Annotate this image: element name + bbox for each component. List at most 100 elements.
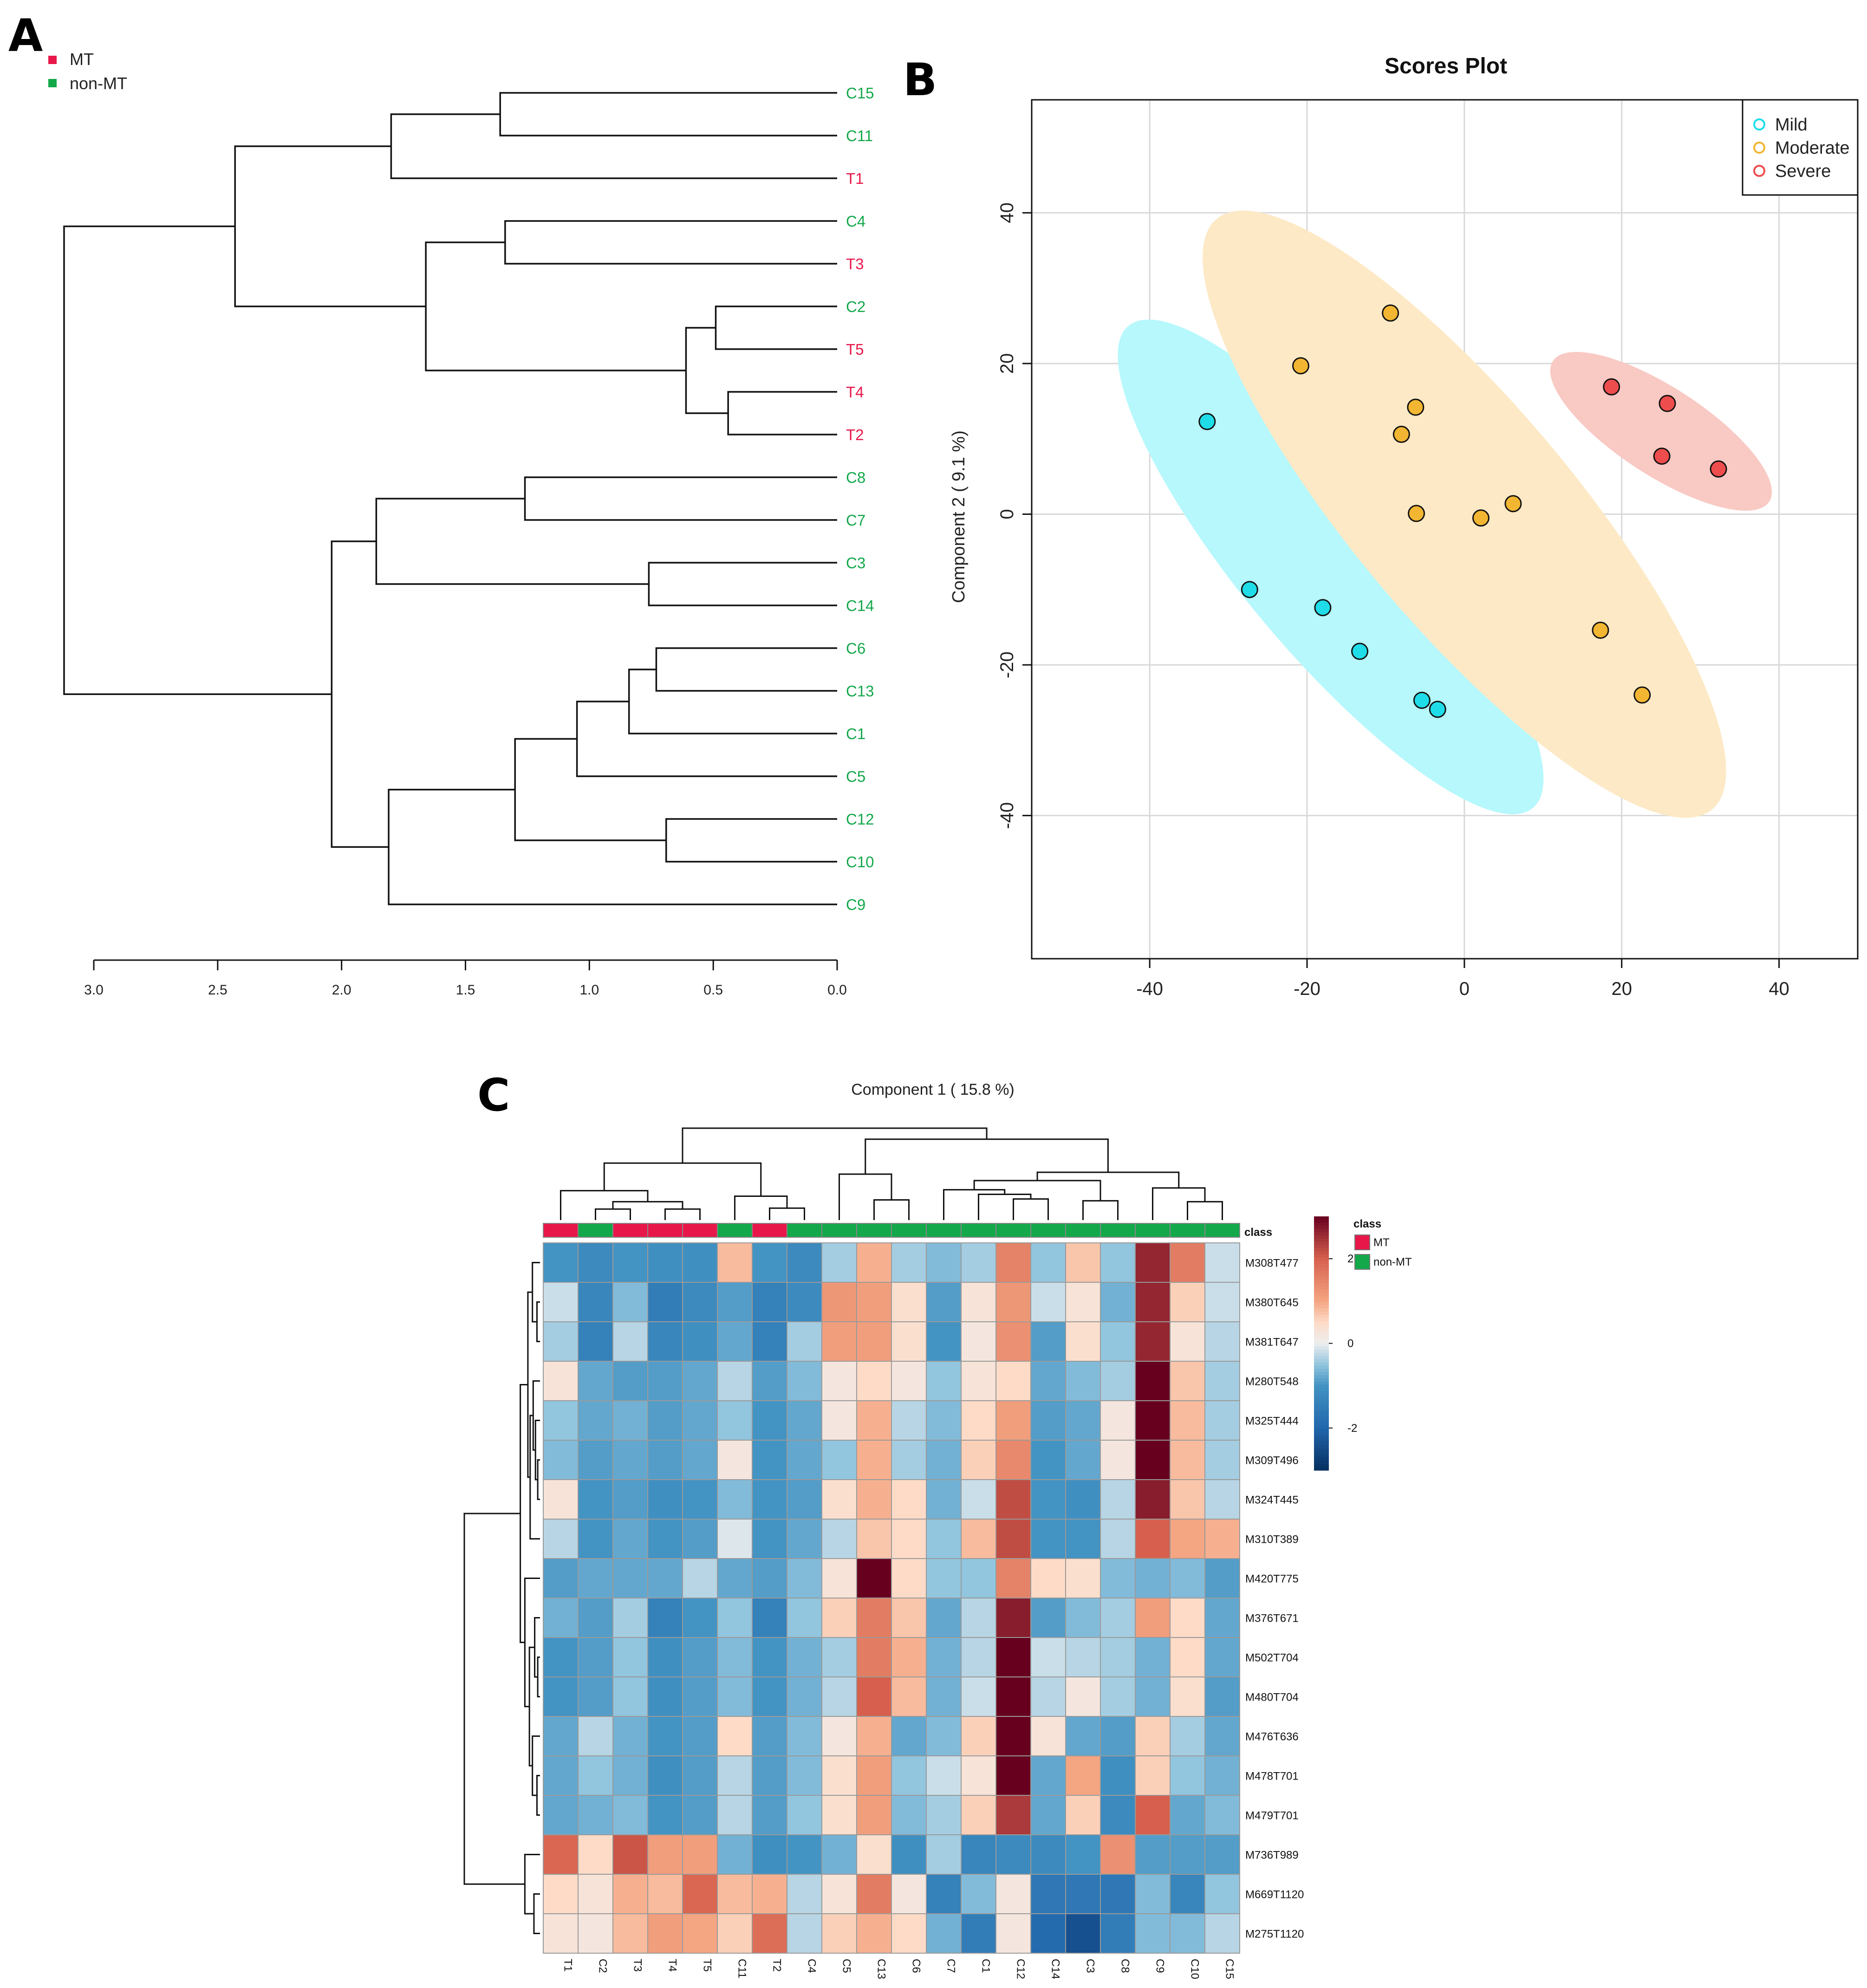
heatmap-cell xyxy=(995,1598,1031,1638)
heatmap-cell xyxy=(995,1440,1031,1480)
class-annotation-cell xyxy=(752,1223,787,1238)
heatmap-cell xyxy=(891,1637,927,1677)
heatmap-cell xyxy=(612,1558,648,1598)
colorbar-segment xyxy=(1314,1416,1329,1420)
colorbar: 2 0 -2 xyxy=(1314,1216,1357,1471)
heatmap-cell xyxy=(1170,1400,1205,1441)
heatmap-cell xyxy=(961,1874,996,1914)
colorbar-segment xyxy=(1314,1267,1329,1271)
point-severe xyxy=(1603,378,1620,396)
colorbar-segment xyxy=(1314,1283,1329,1287)
heatmap-cell xyxy=(682,1361,718,1401)
heatmap-cell xyxy=(1100,1282,1136,1322)
heatmap-cell xyxy=(821,1598,857,1638)
panel-c: C class M308T477 M380T645 M381T647 M280T548 M… xyxy=(463,1069,1412,1979)
heatmap-cell xyxy=(961,1637,996,1677)
heatmap-cell xyxy=(682,1795,718,1835)
heatmap-cell xyxy=(1135,1400,1171,1441)
heatmap-cell xyxy=(543,1795,579,1835)
colorbar-segment xyxy=(1314,1216,1329,1220)
row-label: M280T548 xyxy=(1245,1376,1299,1388)
heatmap-cell xyxy=(1204,1242,1240,1283)
heatmap-cell xyxy=(787,1242,822,1283)
row-label: M669T1120 xyxy=(1245,1889,1304,1901)
column-label: C2 xyxy=(597,1959,609,1973)
heatmap-cell xyxy=(612,1716,648,1756)
heatmap-cell xyxy=(612,1795,648,1835)
colorbar-segment xyxy=(1314,1245,1329,1248)
column-label: T4 xyxy=(666,1959,679,1972)
scores-plot-title: Scores Plot xyxy=(1385,54,1507,78)
column-label: C14 xyxy=(1049,1959,1062,1979)
heatmap-cell xyxy=(1030,1598,1066,1638)
heatmap-cell xyxy=(1065,1913,1101,1954)
heatmap-cell xyxy=(926,1361,962,1401)
axis-tick-label: 0.5 xyxy=(703,982,723,998)
leaf-label: C15 xyxy=(846,84,874,102)
heatmap-cell xyxy=(1030,1913,1066,1954)
heatmap-cell xyxy=(856,1440,892,1480)
leaf-label: C12 xyxy=(846,811,874,828)
class-annotation-cell xyxy=(961,1223,996,1238)
legend-marker-mild xyxy=(1753,118,1765,130)
heatmap-cell xyxy=(961,1440,996,1480)
heatmap-cell xyxy=(1170,1676,1205,1717)
heatmap-cell xyxy=(543,1874,579,1914)
heatmap-cell xyxy=(1204,1716,1240,1756)
column-label: T1 xyxy=(562,1959,574,1972)
heatmap-cell xyxy=(1204,1400,1240,1441)
heatmap-cell xyxy=(1065,1716,1101,1756)
heatmap-cell xyxy=(1100,1598,1136,1638)
leaf-label: C5 xyxy=(846,768,865,785)
colorbar-segment xyxy=(1314,1442,1329,1445)
heatmap-cell xyxy=(1100,1716,1136,1756)
heatmap-cell xyxy=(543,1440,579,1480)
heatmap-cell xyxy=(717,1242,753,1283)
row-label: M310T389 xyxy=(1245,1533,1299,1546)
point-severe xyxy=(1710,460,1727,478)
class-annotation-cell xyxy=(1065,1223,1101,1238)
confidence-ellipse-moderate xyxy=(1203,210,1726,818)
legend-label-moderate: Moderate xyxy=(1775,138,1850,158)
heatmap-cell xyxy=(1030,1321,1066,1362)
heatmap-cell xyxy=(1135,1795,1171,1835)
heatmap-cell xyxy=(1100,1519,1136,1559)
point-mild xyxy=(1241,581,1258,598)
axis-tick-label: 2.5 xyxy=(208,982,228,998)
heatmap-cell xyxy=(578,1558,613,1598)
heatmap-cell xyxy=(856,1676,892,1717)
y-tick-label: -40 xyxy=(997,802,1017,829)
heatmap-cell xyxy=(717,1282,753,1322)
colorbar-segment xyxy=(1314,1400,1329,1404)
legend-marker-severe xyxy=(1753,165,1765,177)
heatmap-cell xyxy=(543,1558,579,1598)
leaf-label: T5 xyxy=(846,341,864,358)
heatmap-cell xyxy=(926,1519,962,1559)
point-moderate xyxy=(1408,505,1425,522)
heatmap-cell xyxy=(647,1795,683,1835)
axis-tick-label: 1.0 xyxy=(579,982,599,998)
heatmap-cell xyxy=(647,1400,683,1441)
heatmap-cell xyxy=(961,1755,996,1796)
heatmap-cell xyxy=(856,1321,892,1362)
scores-plot: -40 -20 0 20 40 -40 -20 0 20 40 Mild Moderate Severe xyxy=(997,99,1859,999)
heatmap-cell xyxy=(995,1242,1031,1283)
leaf-label: C1 xyxy=(846,725,865,742)
heatmap-cell xyxy=(578,1676,613,1717)
leaf-label: C6 xyxy=(846,640,865,657)
heatmap-cell xyxy=(787,1400,822,1441)
heatmap-cell xyxy=(787,1834,822,1875)
heatmap-cell xyxy=(961,1400,996,1441)
heatmap-cell xyxy=(1065,1479,1101,1520)
colorbar-segment xyxy=(1314,1333,1329,1338)
heatmap-cell xyxy=(1204,1519,1240,1559)
heatmap-cell xyxy=(543,1321,579,1362)
class-annotation-cell xyxy=(578,1223,613,1238)
heatmap-cell xyxy=(891,1913,927,1954)
legend-swatch-non-mt xyxy=(48,79,57,87)
confidence-ellipse-mild xyxy=(1118,319,1544,814)
heatmap-cell xyxy=(787,1637,822,1677)
heatmap-cell xyxy=(752,1795,787,1835)
colorbar-segment xyxy=(1314,1397,1329,1401)
